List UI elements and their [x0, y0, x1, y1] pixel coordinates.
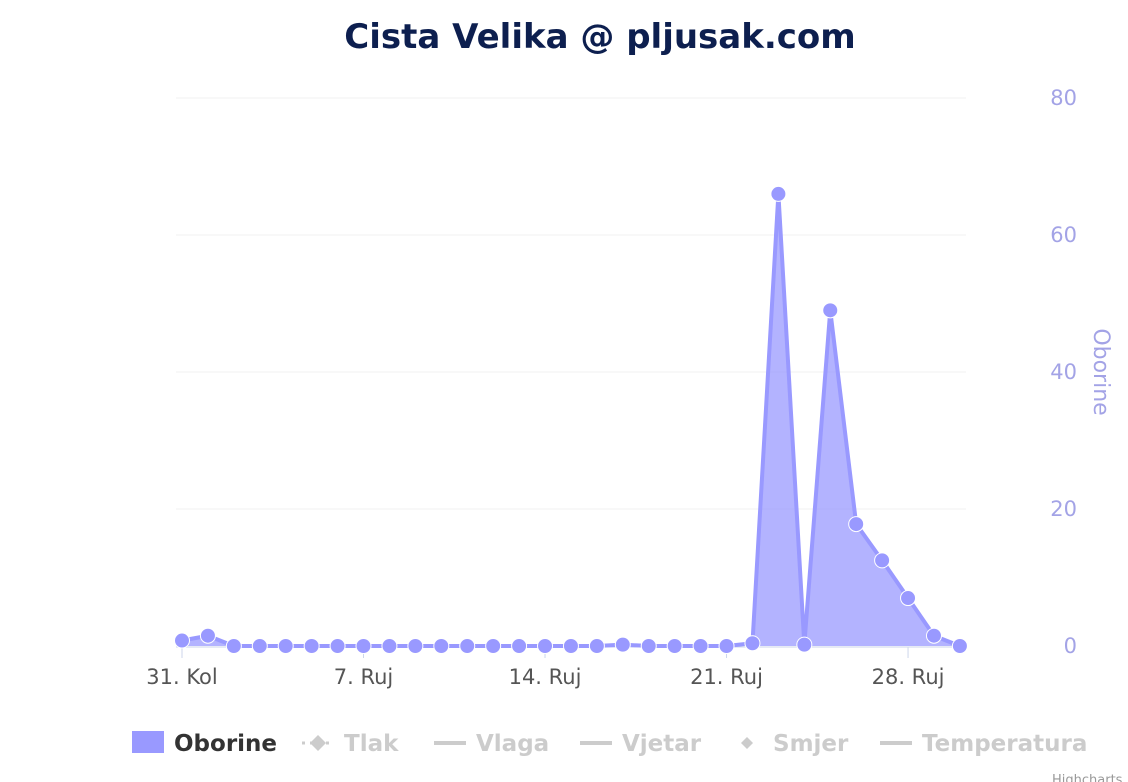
data-point[interactable] — [925, 627, 942, 644]
data-point[interactable] — [329, 638, 346, 654]
data-point[interactable] — [588, 638, 605, 654]
y-axis-title: Oborine — [1088, 328, 1113, 415]
data-point[interactable] — [303, 638, 320, 654]
credits-link[interactable]: Highcharts — [1052, 773, 1123, 782]
legend-label: Temperatura — [922, 731, 1087, 757]
legend-item-vlaga[interactable]: Vlaga — [434, 731, 549, 757]
data-point[interactable] — [199, 627, 216, 644]
legend: Oborine Tlak Vlaga Vjetar Smjer Temperatura — [132, 731, 1087, 757]
data-point[interactable] — [355, 638, 372, 654]
legend-label: Smjer — [773, 731, 849, 757]
data-point[interactable] — [277, 638, 294, 654]
legend-item-smjer[interactable]: Smjer — [741, 731, 849, 757]
data-point[interactable] — [381, 638, 398, 654]
legend-item-tlak[interactable]: Tlak — [302, 731, 399, 757]
legend-area-swatch-icon — [132, 731, 164, 753]
data-point[interactable] — [822, 302, 839, 319]
x-tick-label: 31. Kol — [146, 665, 217, 689]
data-point[interactable] — [433, 638, 450, 654]
data-point[interactable] — [640, 638, 657, 654]
data-point[interactable] — [251, 638, 268, 654]
y-tick-label: 80 — [1050, 86, 1077, 110]
y-tick-label: 40 — [1050, 360, 1077, 384]
data-point[interactable] — [692, 638, 709, 654]
data-point[interactable] — [718, 638, 735, 654]
data-point[interactable] — [796, 636, 813, 653]
legend-item-oborine[interactable]: Oborine — [132, 731, 277, 757]
x-tick-label: 14. Ruj — [509, 665, 582, 689]
data-point[interactable] — [770, 185, 787, 202]
legend-item-temperatura[interactable]: Temperatura — [880, 731, 1087, 757]
data-point[interactable] — [744, 635, 761, 652]
x-tick-label: 28. Ruj — [872, 665, 945, 689]
data-point[interactable] — [900, 590, 917, 607]
legend-label: Oborine — [174, 731, 277, 757]
data-point[interactable] — [614, 636, 631, 653]
data-point[interactable] — [174, 632, 190, 649]
y-tick-label: 20 — [1050, 497, 1077, 521]
y-tick-label: 0 — [1064, 634, 1077, 658]
data-point[interactable] — [666, 638, 683, 654]
data-point[interactable] — [459, 638, 476, 654]
chart-title: Cista Velika @ pljusak.com — [344, 17, 855, 57]
legend-label: Tlak — [344, 731, 399, 757]
series-oborine[interactable] — [174, 185, 968, 654]
data-point[interactable] — [562, 638, 579, 654]
data-point[interactable] — [485, 638, 502, 654]
data-point[interactable] — [874, 552, 891, 569]
legend-diamond-icon — [741, 737, 753, 749]
data-point[interactable] — [537, 638, 554, 654]
data-point[interactable] — [407, 638, 424, 654]
legend-label: Vlaga — [476, 731, 549, 757]
legend-diamond-icon — [310, 735, 326, 751]
legend-label: Vjetar — [622, 731, 702, 757]
legend-item-vjetar[interactable]: Vjetar — [580, 731, 702, 757]
x-tick-label: 7. Ruj — [334, 665, 394, 689]
x-axis: 31. Kol 7. Ruj 14. Ruj 21. Ruj 28. Ruj — [146, 646, 966, 689]
data-point[interactable] — [225, 638, 242, 654]
x-tick-label: 21. Ruj — [690, 665, 763, 689]
data-point[interactable] — [511, 638, 528, 654]
series-area — [182, 193, 960, 646]
y-tick-label: 60 — [1050, 223, 1077, 247]
data-point[interactable] — [951, 638, 968, 654]
y-axis: 0 20 40 60 80 — [1050, 86, 1077, 658]
data-point[interactable] — [848, 516, 865, 533]
